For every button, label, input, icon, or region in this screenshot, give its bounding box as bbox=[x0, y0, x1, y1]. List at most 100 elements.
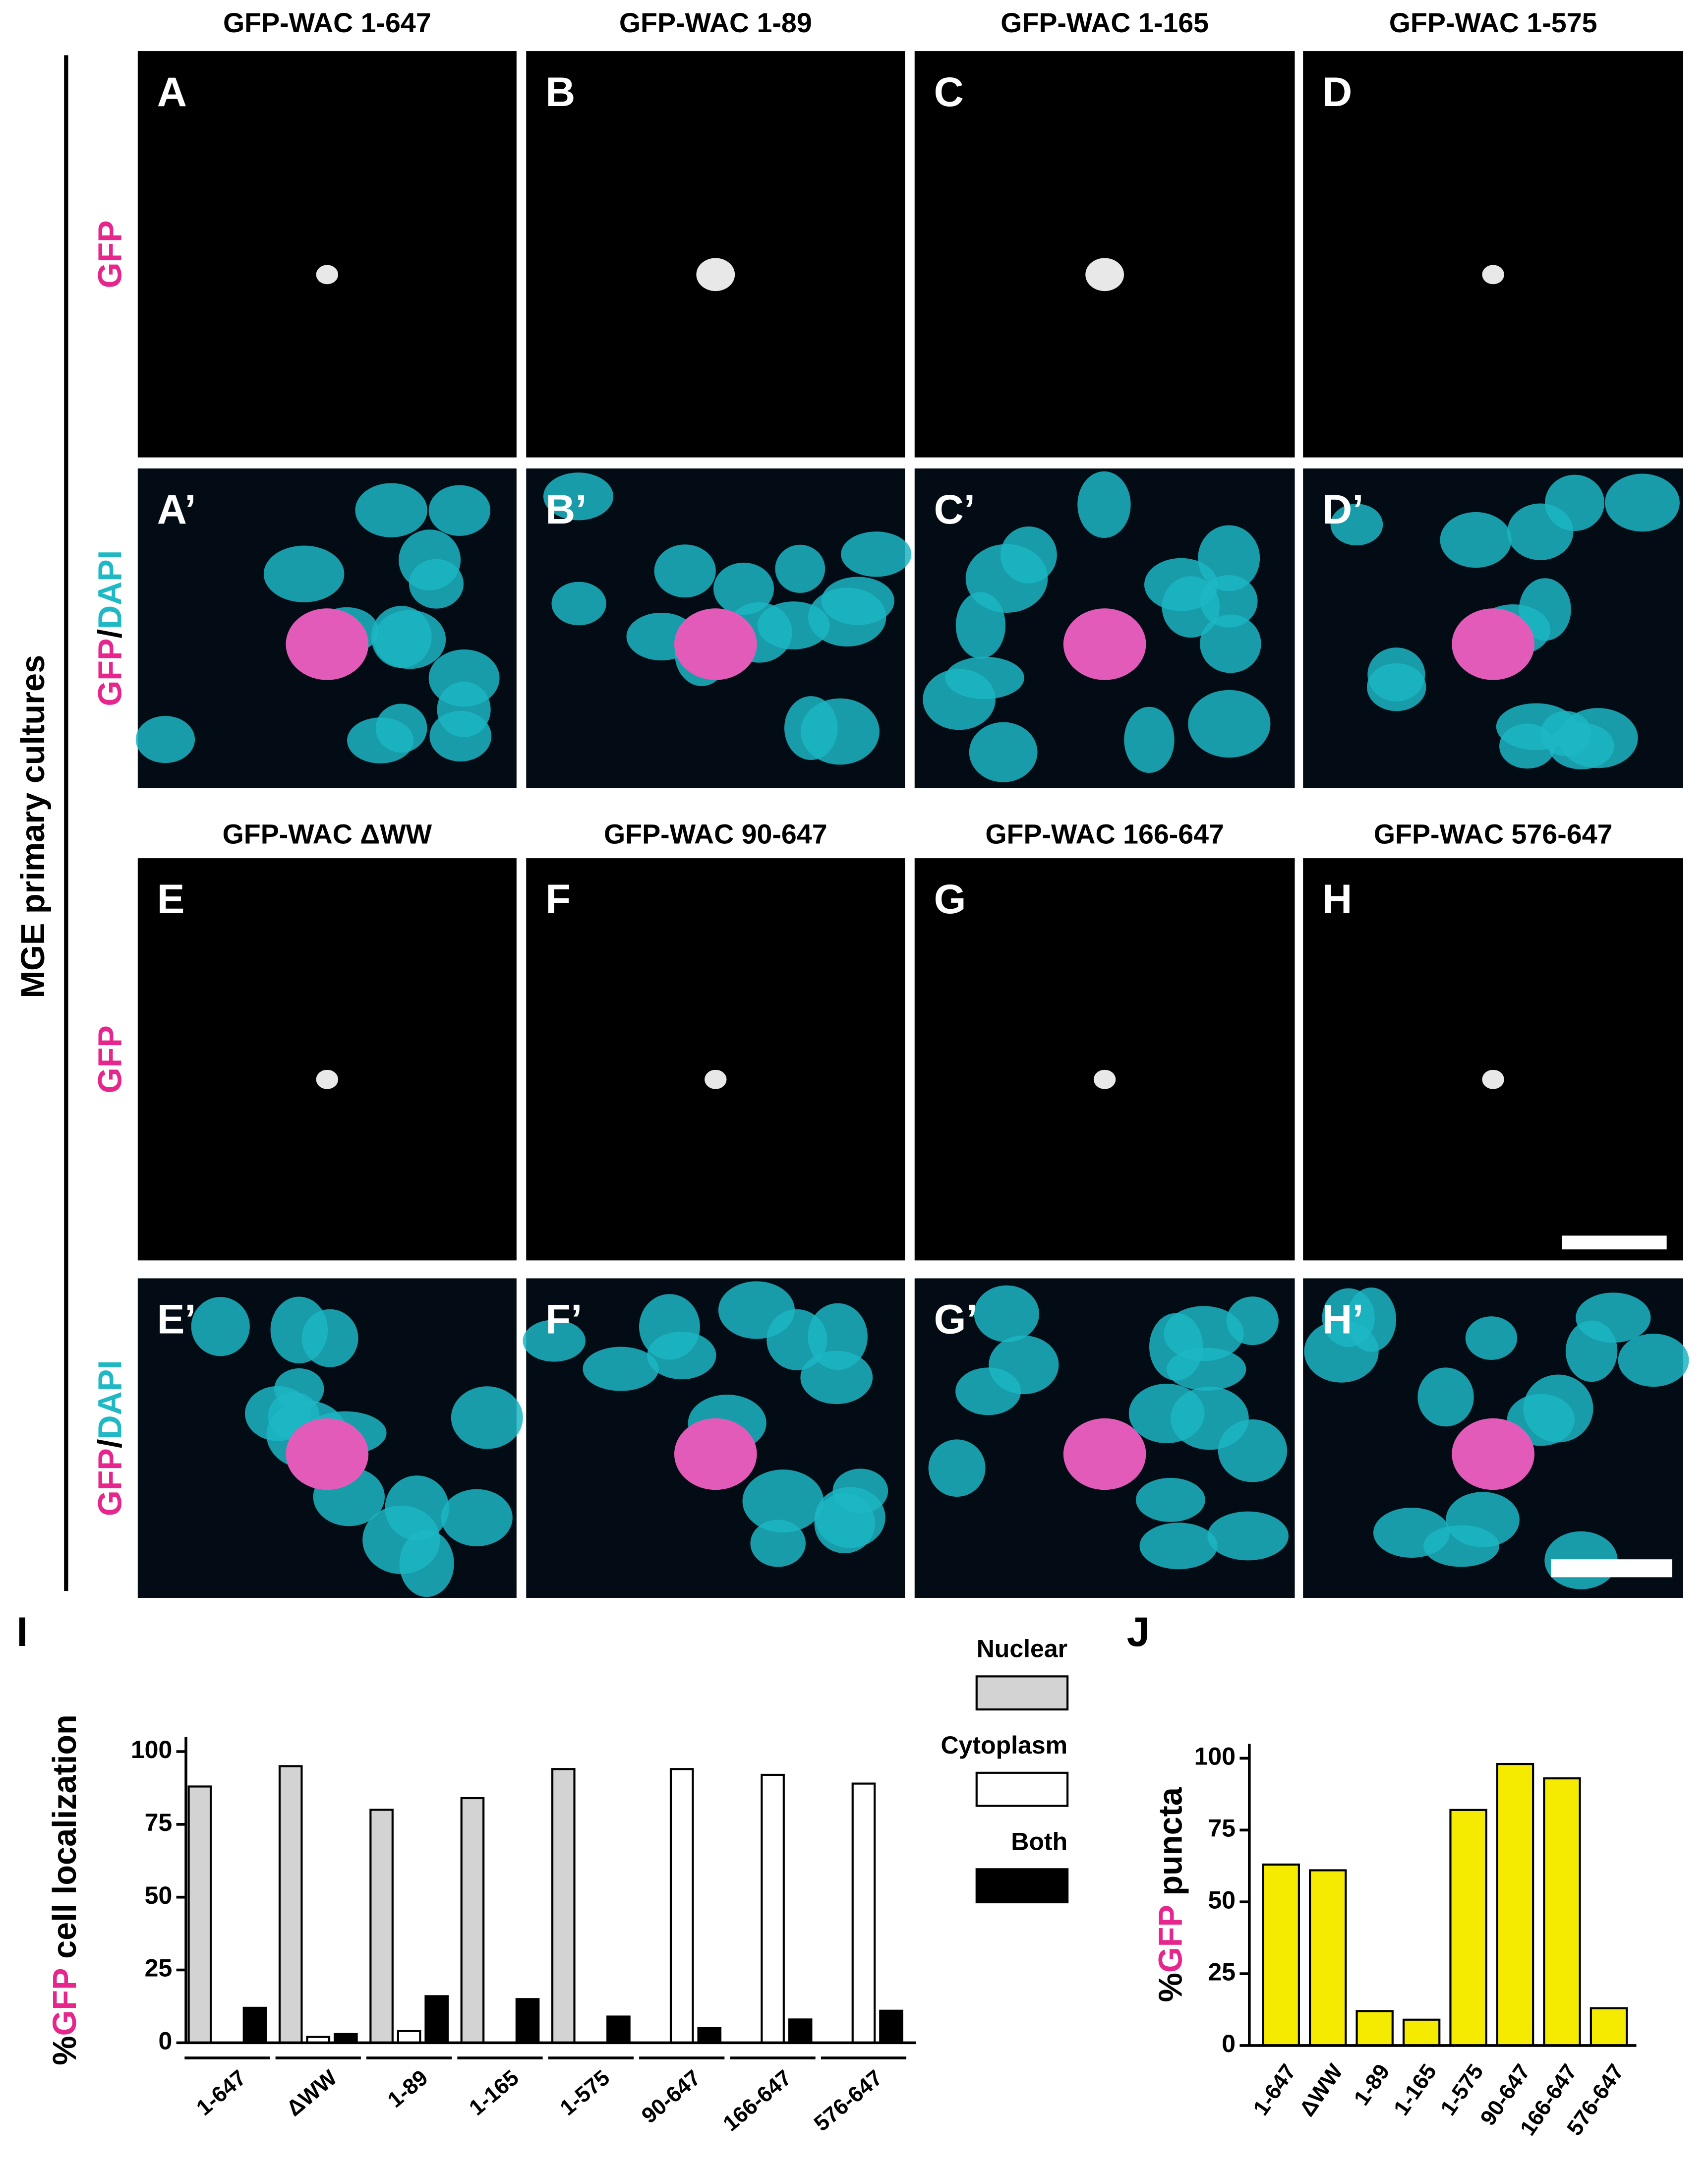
legend-swatch bbox=[975, 1868, 1069, 1904]
row-label: GFP/DAPI bbox=[92, 1360, 128, 1516]
panel-letter: H’ bbox=[1322, 1296, 1363, 1343]
cell bbox=[316, 1069, 339, 1089]
gfp-image bbox=[914, 858, 1295, 1261]
nucleus bbox=[647, 1331, 716, 1380]
nucleus bbox=[1226, 1296, 1279, 1346]
y-tick-label: 0 bbox=[158, 2027, 172, 2055]
x-tick-label: 1-89 bbox=[383, 2065, 433, 2112]
nucleus bbox=[775, 544, 825, 593]
nucleus bbox=[523, 1320, 586, 1362]
nucleus bbox=[551, 582, 606, 626]
nucleus bbox=[428, 649, 500, 707]
row-label: GFP bbox=[92, 220, 128, 288]
nucleus bbox=[713, 562, 774, 615]
panel-title: GFP-WAC 1-165 bbox=[1001, 7, 1209, 38]
row-label-part: DAPI bbox=[92, 550, 128, 629]
nucleus bbox=[750, 1520, 806, 1567]
nucleus bbox=[821, 577, 894, 625]
bar bbox=[187, 1785, 212, 2044]
x-tick-label: 1-165 bbox=[465, 2065, 524, 2120]
nucleus bbox=[347, 717, 414, 763]
gfp-image bbox=[137, 858, 517, 1261]
x-tick-label: 1-89 bbox=[1350, 2060, 1395, 2110]
nucleus bbox=[757, 601, 830, 649]
panel-letter: B’ bbox=[545, 486, 587, 532]
y-tick-label: 100 bbox=[131, 1736, 172, 1763]
bar bbox=[551, 1768, 576, 2044]
panel-letter: D’ bbox=[1322, 486, 1363, 532]
gfp-image bbox=[526, 51, 905, 458]
x-tick-label: 1-165 bbox=[1389, 2060, 1441, 2120]
y-axis-label-part: cell localization bbox=[47, 1714, 83, 1968]
panel-label: I bbox=[16, 1609, 28, 1655]
y-axis-label: %GFP puncta bbox=[1153, 1787, 1189, 2002]
legend-label: Nuclear bbox=[977, 1635, 1067, 1662]
x-tick-label: ΔWW bbox=[1295, 2060, 1348, 2121]
scale-bar bbox=[1551, 1559, 1672, 1578]
bar bbox=[397, 2030, 421, 2044]
bar bbox=[1355, 2010, 1394, 2047]
nucleus bbox=[1124, 706, 1175, 773]
nucleus bbox=[800, 698, 880, 765]
cell bbox=[1452, 608, 1534, 680]
legend-label: Cytoplasm bbox=[941, 1731, 1067, 1759]
cell bbox=[286, 608, 369, 680]
panel-letter: E’ bbox=[157, 1296, 196, 1343]
panel-title: GFP-WAC 576-647 bbox=[1374, 819, 1613, 849]
nucleus bbox=[742, 1469, 824, 1533]
panel-letter: C’ bbox=[934, 486, 975, 532]
legend-label: Both bbox=[1011, 1827, 1067, 1855]
nucleus bbox=[1330, 504, 1383, 546]
row-label: GFP bbox=[92, 1025, 128, 1093]
panel-letter: A’ bbox=[157, 486, 196, 532]
legend-swatch bbox=[975, 1675, 1069, 1711]
cell bbox=[1093, 1069, 1116, 1089]
row-label-part: / bbox=[92, 1439, 128, 1449]
panel-letter: B bbox=[545, 69, 575, 115]
cell bbox=[674, 1418, 757, 1490]
nucleus bbox=[1149, 1313, 1203, 1381]
bar bbox=[697, 2027, 722, 2044]
nucleus bbox=[1144, 558, 1218, 611]
panel-letter: F’ bbox=[545, 1296, 582, 1343]
nucleus bbox=[1417, 1367, 1474, 1427]
nucleus bbox=[1618, 1334, 1689, 1387]
y-tick-label: 25 bbox=[1208, 1958, 1236, 1986]
nucleus bbox=[429, 710, 492, 762]
x-tick-label: 1-647 bbox=[192, 2065, 251, 2120]
y-axis-label-part: % bbox=[47, 2036, 83, 2065]
nucleus bbox=[263, 545, 345, 602]
y-axis-label-part: GFP bbox=[1153, 1905, 1189, 1973]
nucleus bbox=[1367, 647, 1425, 702]
nucleus bbox=[969, 722, 1038, 782]
nucleus bbox=[135, 716, 195, 763]
row-label-part: GFP bbox=[92, 1448, 128, 1516]
gfp-image bbox=[1303, 858, 1683, 1261]
nucleus bbox=[1576, 1292, 1651, 1343]
nucleus bbox=[191, 1297, 250, 1356]
bar bbox=[242, 2006, 267, 2044]
cell bbox=[1063, 608, 1146, 680]
panel-title: GFP-WAC 1-647 bbox=[223, 7, 431, 38]
gfp-image bbox=[914, 51, 1295, 458]
y-axis-label-part: puncta bbox=[1153, 1787, 1189, 1905]
panel-letter: F bbox=[545, 876, 571, 922]
bar bbox=[761, 1773, 785, 2044]
bar bbox=[1496, 1762, 1534, 2047]
scale-bar bbox=[1562, 1235, 1667, 1250]
y-tick-label: 50 bbox=[145, 1881, 173, 1909]
panel-letter: H bbox=[1322, 876, 1352, 922]
nucleus bbox=[362, 1505, 440, 1574]
y-axis-label: %GFP cell localization bbox=[47, 1714, 83, 2065]
nucleus bbox=[1200, 614, 1261, 673]
y-axis-label-part: % bbox=[1153, 1973, 1189, 2002]
bar bbox=[424, 1995, 449, 2044]
panel-letter: G bbox=[934, 876, 966, 922]
nucleus bbox=[1605, 473, 1680, 532]
nucleus bbox=[1077, 471, 1131, 538]
nucleus bbox=[945, 656, 1024, 700]
cell bbox=[1482, 265, 1504, 285]
x-tick-label: 576-647 bbox=[810, 2065, 887, 2136]
gfp-image bbox=[137, 51, 517, 458]
nucleus bbox=[1499, 723, 1555, 769]
